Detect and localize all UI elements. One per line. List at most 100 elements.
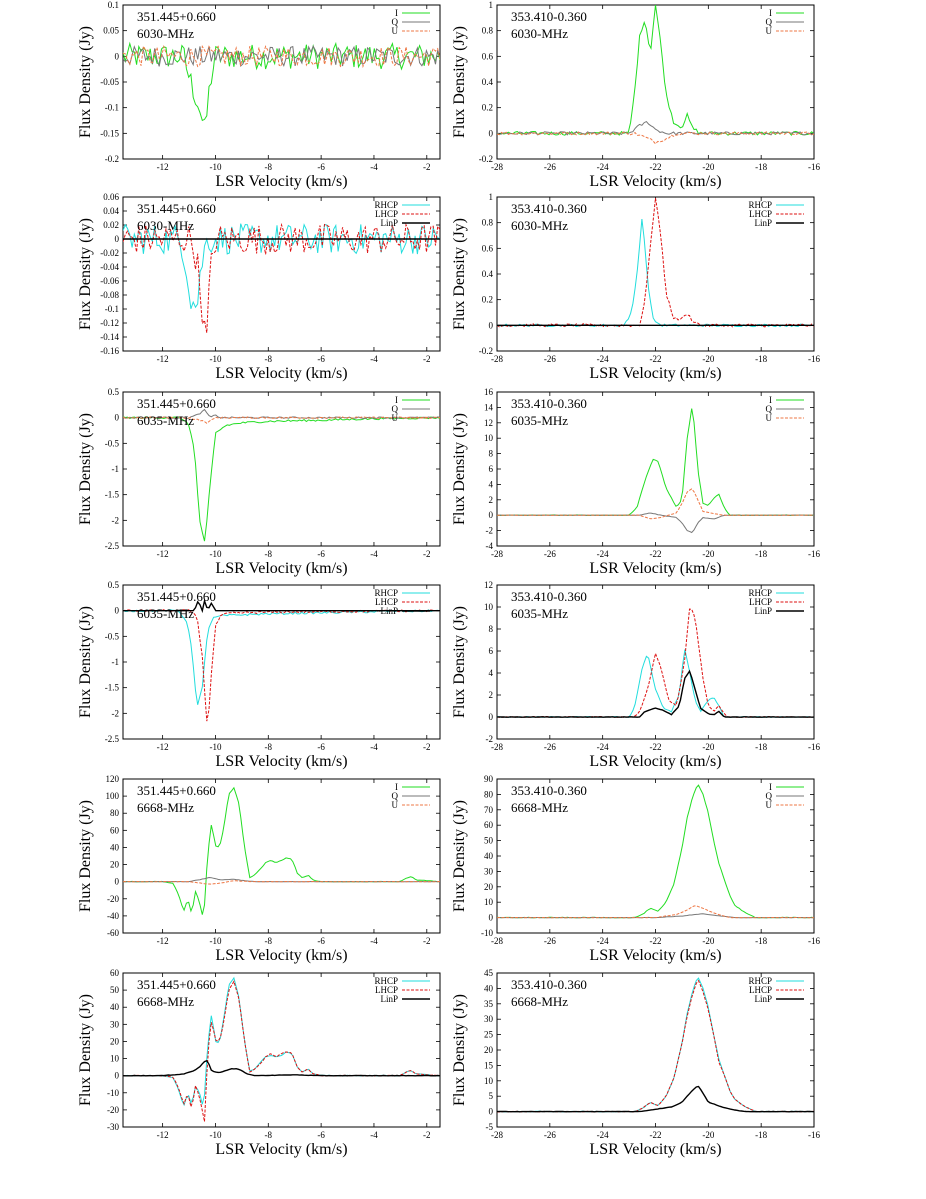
y-tick-label: 15: [484, 1060, 494, 1070]
source-name: 353.410-0.360: [511, 201, 587, 216]
y-tick-label: 10: [484, 897, 494, 907]
y-axis-label: Flux Density (Jy): [77, 800, 94, 912]
plot-frame: [122, 778, 441, 934]
x-tick-label: -12: [157, 1130, 169, 1140]
y-tick-label: 100: [106, 791, 120, 801]
series-line-rhcp: [123, 609, 440, 705]
frequency-label: 6035-MHz: [137, 413, 194, 428]
y-tick-label: -30: [107, 1122, 119, 1132]
y-tick-label: 0: [115, 413, 120, 423]
y-tick-label: 0.06: [103, 192, 119, 202]
series-line-i: [123, 416, 440, 542]
y-tick-label: -0.1: [105, 304, 119, 314]
x-tick-label: -24: [597, 549, 609, 559]
x-tick-label: -6: [317, 1130, 325, 1140]
x-tick-label: -6: [317, 936, 325, 946]
legend-label-u: U: [392, 413, 399, 423]
y-tick-label: -0.06: [100, 276, 119, 286]
x-tick-label: -2: [423, 549, 431, 559]
x-tick-label: -20: [702, 549, 714, 559]
x-tick-label: -18: [755, 354, 767, 364]
legend-label-lhcp: LHCP: [749, 985, 772, 995]
x-axis-label: LSR Velocity (km/s): [215, 1141, 347, 1158]
x-tick-label: -24: [597, 742, 609, 752]
series-line-linp: [497, 669, 814, 718]
source-name: 351.445+0.660: [137, 396, 216, 411]
y-tick-label: 0.4: [482, 269, 494, 279]
legend-label-i: I: [769, 395, 772, 405]
y-tick-label: 25: [484, 1030, 494, 1040]
y-tick-label: 0: [489, 1107, 494, 1117]
y-tick-label: 40: [484, 983, 494, 993]
legend-label-rhcp: RHCP: [748, 588, 772, 598]
y-tick-label: -0.1: [105, 103, 119, 113]
series-group: [123, 408, 440, 542]
y-tick-label: -1: [112, 464, 120, 474]
source-name: 351.445+0.660: [137, 977, 216, 992]
y-tick-label: 0.8: [482, 26, 494, 36]
plot-frame: [122, 972, 441, 1128]
series-line-linp: [497, 1085, 814, 1113]
legend-label-rhcp: RHCP: [748, 200, 772, 210]
series-group: [497, 198, 814, 328]
y-tick-label: 4: [489, 479, 494, 489]
legend-label-linp: LinP: [380, 606, 398, 616]
series-line-rhcp: [497, 649, 814, 718]
frequency-label: 6035-MHz: [137, 606, 194, 621]
y-tick-label: -2: [486, 734, 494, 744]
x-tick-label: -10: [209, 354, 221, 364]
y-tick-label: -0.05: [100, 77, 119, 87]
x-axis-label: LSR Velocity (km/s): [215, 753, 347, 770]
x-axis-label: LSR Velocity (km/s): [215, 365, 347, 382]
legend-label-rhcp: RHCP: [374, 976, 398, 986]
y-tick-label: -0.2: [105, 154, 119, 164]
y-tick-label: -5: [486, 1122, 494, 1132]
x-tick-label: -16: [808, 742, 820, 752]
x-tick-label: -4: [370, 549, 378, 559]
y-tick-label: -20: [107, 1105, 119, 1115]
y-tick-label: 30: [110, 1019, 120, 1029]
y-axis-label: Flux Density (Jy): [77, 606, 94, 718]
y-tick-label: -0.14: [100, 332, 119, 342]
x-tick-label: -18: [755, 742, 767, 752]
y-tick-label: 0.6: [482, 243, 494, 253]
legend-label-rhcp: RHCP: [374, 200, 398, 210]
x-tick-label: -2: [423, 742, 431, 752]
y-tick-label: 0: [489, 128, 494, 138]
panel-12: -5 0 5 10 15 20 25 30 35 40 45 -28 -26 -24 -22 -20 -18 -1…: [451, 968, 820, 1158]
series-line-i: [497, 5, 814, 137]
y-tick-label: 6: [489, 646, 494, 656]
y-axis-label: Flux Density (Jy): [451, 800, 468, 912]
x-tick-label: -22: [650, 742, 662, 752]
frequency-label: 6668-MHz: [511, 800, 568, 815]
y-tick-label: -1.5: [105, 683, 120, 693]
x-axis-label: LSR Velocity (km/s): [589, 560, 721, 577]
y-tick-label: 0.2: [482, 295, 493, 305]
y-axis-label: Flux Density (Jy): [451, 218, 468, 330]
y-tick-label: 0.05: [103, 26, 119, 36]
legend-label-linp: LinP: [754, 994, 772, 1004]
x-tick-label: -8: [265, 936, 273, 946]
x-tick-label: -16: [808, 936, 820, 946]
series-line-linp: [123, 1059, 440, 1077]
x-tick-label: -18: [755, 162, 767, 172]
panel-4: -0.2 0 0.2 0.4 0.6 0.8 1 -28 -26 -24 -22 -20 -18 -16 L…: [451, 192, 820, 382]
x-tick-label: -10: [209, 162, 221, 172]
x-tick-label: -24: [597, 354, 609, 364]
y-tick-label: 0: [115, 877, 120, 887]
x-tick-label: -26: [544, 162, 556, 172]
x-tick-label: -2: [423, 936, 431, 946]
y-tick-label: 14: [484, 402, 494, 412]
y-tick-label: -0.12: [100, 318, 119, 328]
series-line-lhcp: [123, 609, 440, 722]
legend-label-u: U: [766, 413, 773, 423]
y-tick-label: 0: [115, 51, 120, 61]
y-tick-label: 0.8: [482, 218, 494, 228]
panel-9: -60 -40 -20 0 20 40 60 80 100 120 -12 -10 -8 -6 -4 -2 LS…: [77, 774, 441, 964]
x-tick-label: -22: [650, 162, 662, 172]
y-tick-label: 0.5: [108, 580, 120, 590]
series-line-u: [123, 44, 440, 69]
frequency-label: 6035-MHz: [511, 606, 568, 621]
